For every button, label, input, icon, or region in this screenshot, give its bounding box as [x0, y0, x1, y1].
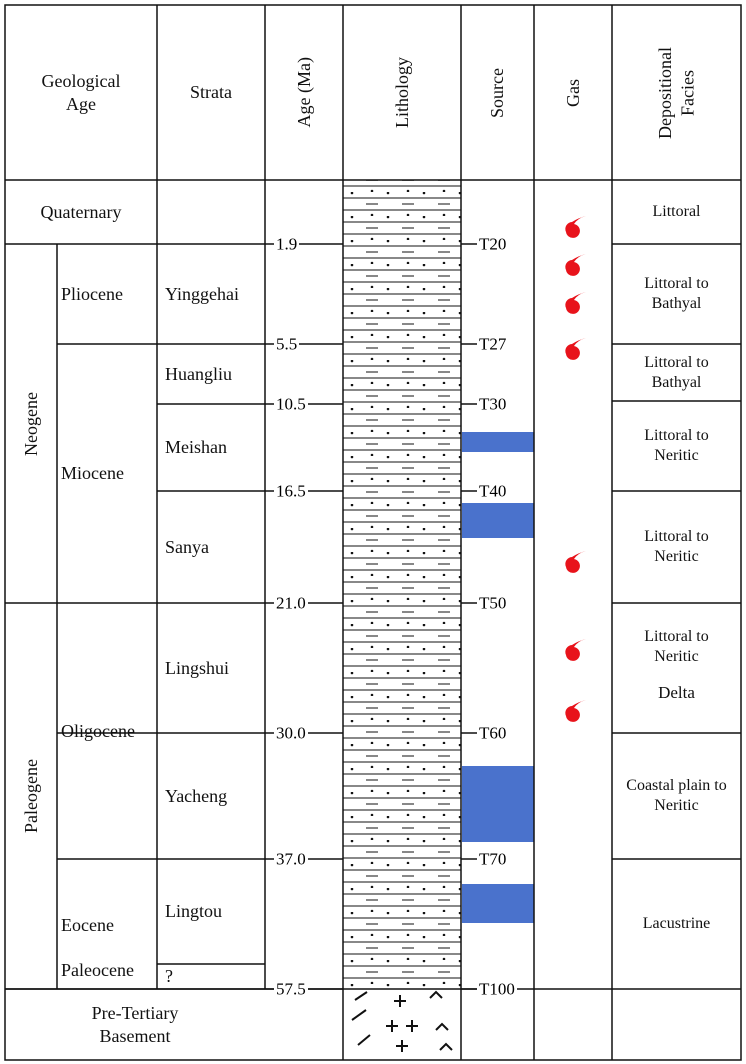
- facies-cell: Lacustrine: [612, 859, 741, 989]
- age-label: 57.5: [274, 979, 308, 999]
- header-strata: Strata: [190, 82, 232, 103]
- header-gas: Gas: [562, 78, 583, 107]
- facies-note-cell: Delta: [612, 675, 741, 711]
- source-intervals: [462, 432, 534, 923]
- age-label: 21.0: [274, 593, 308, 613]
- facies: Littoral to Neritic: [644, 528, 709, 565]
- epoch-cell: Pliocene: [57, 244, 161, 344]
- facies-cell: Coastal plain to Neritic: [612, 733, 741, 859]
- stratum-cell: ?: [157, 964, 273, 989]
- facies-note: Delta: [658, 683, 695, 703]
- header-geological-age: Geological Age: [41, 71, 121, 114]
- age-label: 1.9: [274, 234, 300, 254]
- age-label: 5.5: [274, 334, 300, 354]
- header-facies: Depositional Facies: [655, 46, 698, 139]
- epoch: Miocene: [61, 463, 124, 484]
- basement: Pre-Tertiary Basement: [91, 1003, 179, 1046]
- facies-cell: Littoral: [612, 180, 741, 244]
- era: Paleogene: [20, 759, 41, 833]
- epoch-cell: Miocene: [57, 344, 161, 603]
- quaternary: Quaternary: [40, 201, 122, 222]
- epoch-cell: Paleocene: [57, 955, 161, 985]
- horizon-label: T50: [477, 593, 509, 613]
- stratum: Yacheng: [165, 785, 228, 806]
- era-cell: Paleogene: [5, 603, 57, 989]
- stratum-cell: Yinggehai: [157, 244, 273, 344]
- epoch-cell: Eocene: [57, 890, 161, 960]
- era: Neogene: [20, 391, 41, 456]
- header-geological-age-cell: Geological Age: [5, 5, 157, 180]
- era-cell: Neogene: [5, 244, 57, 603]
- epoch: Eocene: [61, 914, 114, 935]
- stratum-cell: Lingshui: [157, 603, 273, 733]
- horizon-label: T60: [477, 723, 509, 743]
- header-age: Age (Ma): [293, 57, 314, 128]
- lithology-pattern: [343, 180, 461, 989]
- header-gas-cell: Gas: [534, 5, 612, 180]
- basement-cell: Pre-Tertiary Basement: [5, 989, 265, 1060]
- facies: Littoral to Bathyal: [644, 275, 709, 312]
- basement-symbols: [351, 990, 453, 1052]
- facies: Littoral to Neritic: [644, 427, 709, 464]
- epoch: Pliocene: [61, 283, 123, 304]
- horizon-label: T40: [477, 481, 509, 501]
- stratum: Meishan: [165, 437, 227, 458]
- stratum-cell: Huangliu: [157, 344, 273, 404]
- stratum-cell: Lingtou: [157, 859, 273, 964]
- header-source-cell: Source: [461, 5, 534, 180]
- epoch-cell: Oligocene: [57, 603, 161, 859]
- header-strata-cell: Strata: [157, 5, 265, 180]
- facies-cell: Littoral to Bathyal: [612, 244, 741, 344]
- stratum: Yinggehai: [165, 283, 239, 304]
- facies: Littoral to Neritic: [644, 627, 709, 665]
- stratum: Lingtou: [165, 901, 222, 922]
- stratum-cell: Sanya: [157, 491, 273, 603]
- age-label: 10.5: [274, 394, 308, 414]
- horizon-label: T20: [477, 234, 509, 254]
- facies: Lacustrine: [642, 915, 711, 932]
- horizon-label: T30: [477, 394, 509, 414]
- gas-icons: [565, 216, 586, 722]
- facies-cell: Littoral to Neritic: [612, 491, 741, 603]
- stratum: Lingshui: [165, 657, 230, 678]
- epoch: Paleocene: [61, 959, 134, 980]
- header-source: Source: [487, 67, 508, 118]
- table-lines: [4, 4, 742, 1061]
- stratum-cell: Meishan: [157, 404, 273, 491]
- facies: Littoral: [652, 203, 701, 220]
- age-label: 16.5: [274, 481, 308, 501]
- facies-cell: Littoral to Neritic: [612, 603, 741, 690]
- facies-cell: Littoral to Neritic: [612, 401, 741, 491]
- stratum: Sanya: [165, 536, 209, 557]
- epoch: Oligocene: [61, 720, 135, 741]
- horizon-label: T70: [477, 849, 509, 869]
- facies-cell: Littoral to Bathyal: [612, 344, 741, 401]
- facies: Coastal plain to Neritic: [626, 777, 727, 814]
- stratum-cell: Yacheng: [157, 733, 273, 859]
- stratum: ?: [165, 966, 173, 987]
- quaternary-cell: Quaternary: [5, 180, 157, 244]
- stratum: Huangliu: [165, 363, 232, 384]
- age-label: 37.0: [274, 849, 308, 869]
- facies: Littoral to Bathyal: [644, 353, 709, 391]
- header-lithology: Lithology: [391, 57, 412, 128]
- horizon-label: T100: [477, 979, 517, 999]
- header-age-cell: Age (Ma): [265, 5, 343, 180]
- horizon-label: T27: [477, 334, 509, 354]
- age-label: 30.0: [274, 723, 308, 743]
- header-facies-cell: Depositional Facies: [612, 5, 741, 180]
- header-lithology-cell: Lithology: [343, 5, 461, 180]
